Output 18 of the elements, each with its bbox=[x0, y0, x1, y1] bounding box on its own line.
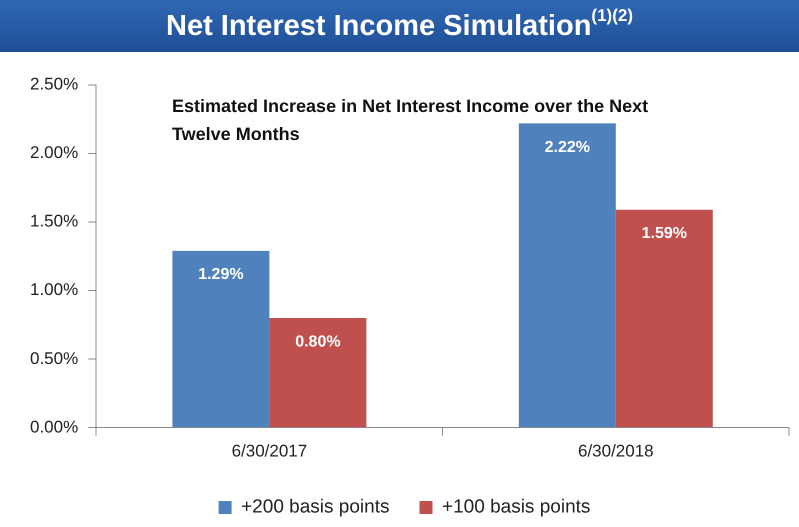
y-tick-label: 0.50% bbox=[30, 348, 78, 368]
bar bbox=[269, 318, 366, 428]
bar bbox=[172, 250, 270, 428]
bar bbox=[518, 123, 616, 428]
bar bbox=[616, 210, 713, 428]
y-tick-label: 1.50% bbox=[30, 212, 78, 231]
y-tick-label: 1.00% bbox=[30, 280, 78, 300]
x-tick-label: 6/30/2018 bbox=[578, 441, 654, 460]
x-tick-label: 6/30/2017 bbox=[232, 441, 308, 460]
chart-title: Net Interest Income Simulation$^{(1)(2)}$ bbox=[0, 0, 799, 52]
y-tick-label: 2.00% bbox=[30, 143, 78, 162]
legend-label: +200 basis points bbox=[241, 496, 390, 518]
y-tick-label: 0.00% bbox=[30, 417, 78, 436]
legend-label: +100 basis points bbox=[442, 496, 590, 518]
y-tick-label: 2.50% bbox=[30, 74, 78, 94]
data-label: 1.59% bbox=[642, 225, 687, 242]
data-label: 1.29% bbox=[198, 266, 244, 284]
data-label: 0.80% bbox=[295, 333, 341, 350]
